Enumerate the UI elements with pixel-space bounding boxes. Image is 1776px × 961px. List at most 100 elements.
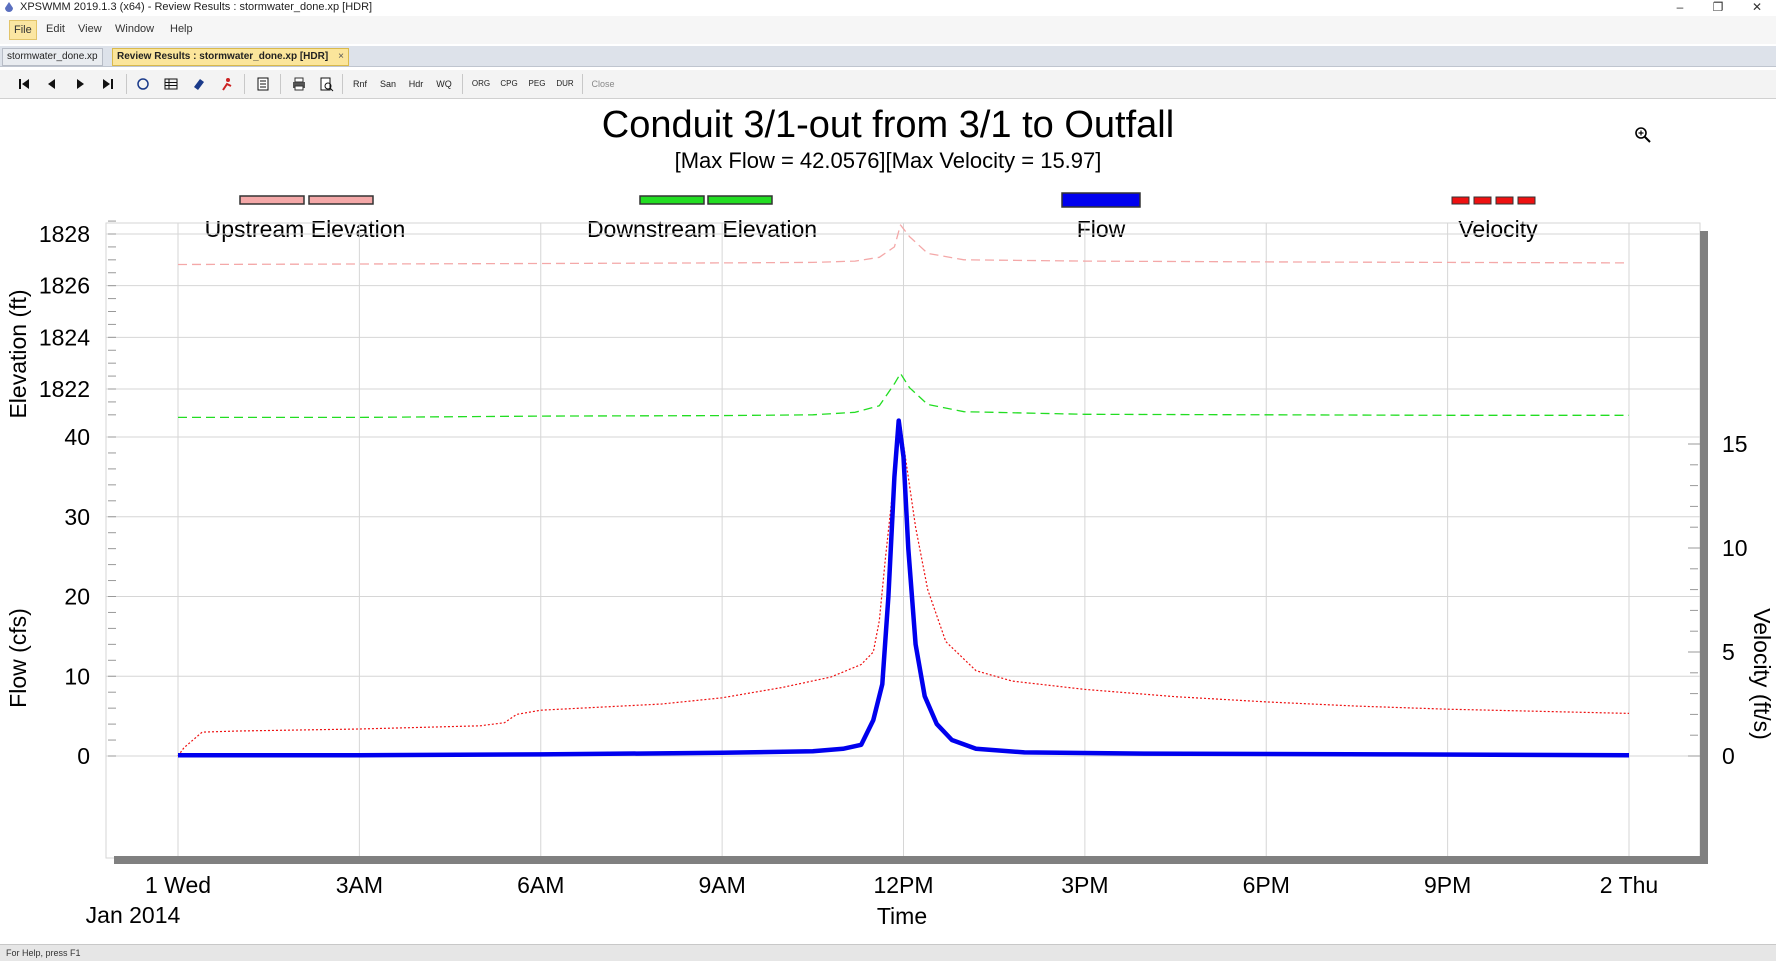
velocity-tick-label: 10 <box>1722 535 1748 561</box>
table-icon[interactable] <box>163 76 179 92</box>
circle-icon[interactable] <box>135 76 151 92</box>
legend-label-upstream: Upstream Elevation <box>205 216 406 242</box>
toolbar: Rnf San Hdr WQ ORG CPG PEG DUR Close <box>0 70 1776 99</box>
magnifier-plus-icon[interactable] <box>1635 127 1651 143</box>
cpg-button[interactable]: CPG <box>500 79 518 88</box>
right-axis-bar <box>1700 231 1708 862</box>
menu-bar: File Edit View Window Help <box>0 16 1776 44</box>
elevation-tick-label: 1828 <box>39 221 90 247</box>
status-text: For Help, press F1 <box>6 948 81 958</box>
legend: Upstream Elevation Downstream Elevation … <box>205 192 1538 242</box>
flow-axis-label: Flow (cfs) <box>5 608 31 708</box>
tab-close-icon[interactable]: × <box>338 51 345 62</box>
x-tick-label: 2 Thu <box>1600 872 1658 898</box>
legend-swatch-downstream <box>639 195 705 205</box>
x-axis-bar <box>114 856 1708 864</box>
legend-swatch-upstream <box>308 195 374 205</box>
series-upstream-elevation <box>177 224 1630 266</box>
app-icon <box>5 2 13 12</box>
legend-swatch-flow <box>1061 192 1141 208</box>
tab-label: Review Results : stormwater_done.xp [HDR… <box>117 51 329 62</box>
title-bar: XPSWMM 2019.1.3 (x64) - Review Results :… <box>0 0 1776 16</box>
menu-window[interactable]: Window <box>115 23 155 35</box>
chart-subtitle: [Max Flow = 42.0576][Max Velocity = 15.9… <box>675 148 1102 173</box>
series-downstream-elevation <box>178 372 1629 419</box>
print-preview-icon[interactable] <box>318 76 334 92</box>
report-icon[interactable] <box>255 76 271 92</box>
flow-tick-label: 0 <box>77 743 90 769</box>
x-date-label: Jan 2014 <box>86 902 181 928</box>
velocity-tick-label: 15 <box>1722 431 1748 457</box>
tick-labels: 1 Wed 3AM 6AM 9AM 12PM 3PM 6PM 9PM 2 Thu 1822 1824… <box>39 221 1748 898</box>
toolbar-separator <box>582 74 583 94</box>
x-tick-label: 9PM <box>1424 872 1471 898</box>
legend-label-velocity: Velocity <box>1458 216 1538 242</box>
flow-tick-label: 30 <box>64 504 90 530</box>
eraser-icon[interactable] <box>191 76 207 92</box>
x-tick-label: 9AM <box>698 872 745 898</box>
close-window-button[interactable]: ✕ <box>1751 0 1763 14</box>
velocity-tick-label: 5 <box>1722 639 1735 665</box>
wq-button[interactable]: WQ <box>436 79 452 89</box>
flow-tick-label: 10 <box>64 663 90 689</box>
first-icon[interactable] <box>16 76 32 92</box>
velocity-tick-label: 0 <box>1722 743 1735 769</box>
peg-button[interactable]: PEG <box>528 79 546 88</box>
elevation-tick-label: 1826 <box>39 273 90 299</box>
rnf-button[interactable]: Rnf <box>352 79 367 89</box>
toolbar-separator <box>280 74 281 94</box>
x-tick-label: 1 Wed <box>145 872 211 898</box>
x-tick-label: 12PM <box>873 872 933 898</box>
x-tick-label: 6AM <box>517 872 564 898</box>
series-flow <box>178 418 1630 758</box>
san-button[interactable]: San <box>379 79 396 89</box>
print-icon[interactable] <box>291 76 307 92</box>
legend-swatch-velocity <box>1495 196 1514 205</box>
tab-stormwater-done[interactable]: stormwater_done.xp <box>2 48 103 66</box>
elevation-axis-label: Elevation (ft) <box>5 289 31 418</box>
menu-file[interactable]: File <box>9 20 37 40</box>
axes <box>105 220 1708 864</box>
window-title: XPSWMM 2019.1.3 (x64) - Review Results :… <box>20 1 373 13</box>
menu-help[interactable]: Help <box>170 23 193 35</box>
legend-swatch-velocity <box>1451 196 1470 205</box>
toolbar-separator <box>244 74 245 94</box>
toolbar-separator <box>462 74 463 94</box>
chart-area: Conduit 3/1-out from 3/1 to Outfall [Max… <box>0 99 1776 943</box>
restore-button[interactable]: ❐ <box>1712 0 1724 14</box>
elevation-tick-label: 1822 <box>39 376 90 402</box>
legend-label-downstream: Downstream Elevation <box>587 216 817 242</box>
legend-swatch-velocity <box>1473 196 1492 205</box>
legend-swatch-downstream <box>707 195 773 205</box>
flow-tick-label: 40 <box>64 424 90 450</box>
legend-swatch-velocity <box>1517 196 1536 205</box>
org-button[interactable]: ORG <box>471 79 491 88</box>
legend-swatch-upstream <box>239 195 305 205</box>
elevation-tick-label: 1824 <box>39 324 90 350</box>
run-icon[interactable] <box>219 76 235 92</box>
dur-button[interactable]: DUR <box>556 79 574 88</box>
menu-edit[interactable]: Edit <box>46 23 65 35</box>
x-tick-label: 3AM <box>336 872 383 898</box>
last-icon[interactable] <box>100 76 116 92</box>
chart-title: Conduit 3/1-out from 3/1 to Outfall <box>602 104 1174 146</box>
tab-label: stormwater_done.xp <box>7 51 98 62</box>
legend-label-flow: Flow <box>1077 216 1126 242</box>
x-axis-label: Time <box>877 903 927 929</box>
chart-svg: Conduit 3/1-out from 3/1 to Outfall [Max… <box>5 104 1775 929</box>
close-button[interactable]: Close <box>591 79 615 89</box>
document-tab-bar: stormwater_done.xp Review Results : stor… <box>0 46 1776 67</box>
toolbar-separator <box>342 74 343 94</box>
series <box>177 224 1630 758</box>
x-tick-label: 6PM <box>1243 872 1290 898</box>
flow-tick-label: 20 <box>64 584 90 610</box>
hdr-button[interactable]: Hdr <box>408 79 424 89</box>
tab-review-results[interactable]: Review Results : stormwater_done.xp [HDR… <box>112 48 350 66</box>
menu-view[interactable]: View <box>78 23 102 35</box>
minimize-button[interactable]: – <box>1676 0 1684 14</box>
x-tick-label: 3PM <box>1061 872 1108 898</box>
next-icon[interactable] <box>72 76 88 92</box>
status-bar: For Help, press F1 <box>0 944 1776 961</box>
prev-icon[interactable] <box>44 76 60 92</box>
series-velocity <box>177 423 1630 757</box>
